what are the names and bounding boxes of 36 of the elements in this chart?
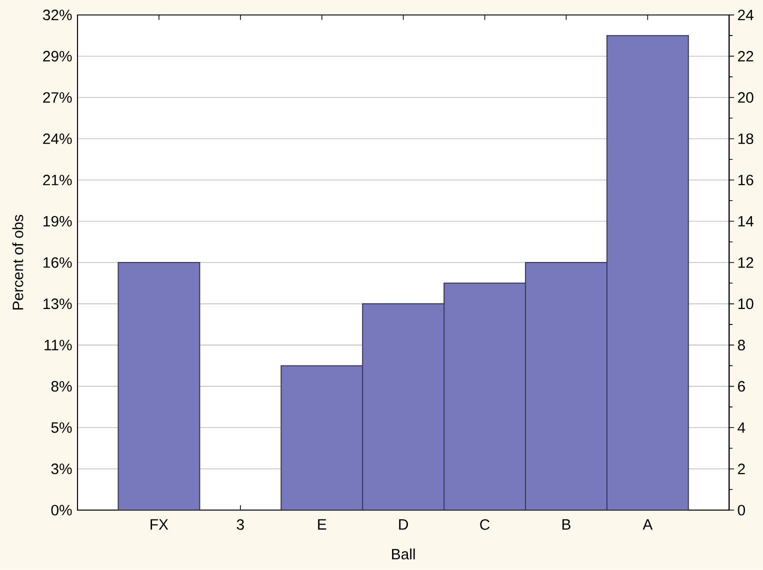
x-tick-label: D xyxy=(399,519,408,530)
y2-tick-label: 16 xyxy=(738,174,754,186)
y2-tick-label: 14 xyxy=(738,216,754,226)
y-tick-label: 11% xyxy=(44,340,72,350)
x-tick-label: A xyxy=(642,519,653,530)
x-tick-label: B xyxy=(562,519,570,530)
y-axis-title: Percent of obs xyxy=(12,214,24,310)
y2-tick-label: 0 xyxy=(738,504,746,516)
y2-tick-label: 12 xyxy=(738,257,754,268)
y-tick-label: 16% xyxy=(44,257,72,268)
y-tick-label: 21% xyxy=(43,174,72,186)
y2-tick-label: 20 xyxy=(738,92,754,103)
x-tick-label: FX xyxy=(150,519,168,530)
y2-tick-label: 22 xyxy=(738,51,754,62)
y2-tick-label: 2 xyxy=(738,464,745,474)
y-tick-label: 24% xyxy=(43,134,72,144)
y2-tick-label: 18 xyxy=(738,133,754,144)
x-axis-title: Ball xyxy=(392,548,415,560)
y2-tick-label: 8 xyxy=(738,340,745,350)
y2-tick-label: 4 xyxy=(738,422,746,433)
y2-tick-label: 24 xyxy=(738,10,754,20)
y-tick-label: 0% xyxy=(51,504,72,516)
x-tick-label: E xyxy=(318,519,326,530)
y-tick-label: 3% xyxy=(51,464,72,474)
y-tick-label: 32% xyxy=(42,10,72,20)
y-tick-label: 13% xyxy=(44,298,72,310)
y2-tick-label: 10 xyxy=(738,298,754,310)
y-tick-label: 8% xyxy=(51,381,72,392)
y-tick-label: 5% xyxy=(51,422,72,433)
x-tick-label: C xyxy=(480,519,490,530)
y-tick-label: 27% xyxy=(43,92,72,103)
y-tick-label: 29% xyxy=(43,50,72,62)
x-tick-label: 3 xyxy=(236,519,244,530)
bar xyxy=(118,262,200,510)
y-tick-label: 19% xyxy=(44,216,72,227)
y2-tick-label: 6 xyxy=(738,381,745,392)
